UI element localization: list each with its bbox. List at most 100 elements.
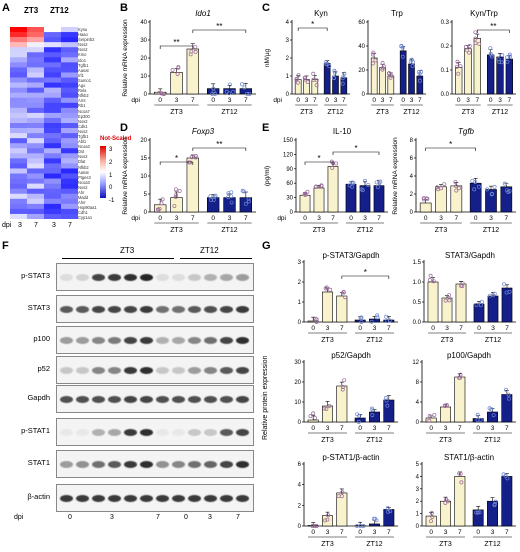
x-tick-label: 3	[381, 97, 385, 104]
data-point	[339, 494, 344, 499]
data-point	[445, 499, 450, 504]
blot-row	[56, 385, 254, 413]
data-point	[350, 184, 354, 189]
heatmap-cell	[10, 62, 27, 68]
gene-label: Rb1	[78, 103, 86, 109]
data-point	[243, 201, 248, 206]
data-point	[374, 518, 379, 523]
gene-label: Tgfb1	[78, 62, 89, 68]
gene-label: Ncoa3	[78, 144, 90, 150]
data-point	[371, 61, 375, 66]
data-point	[493, 499, 498, 504]
heatmap-cell	[61, 102, 78, 109]
y-tick-label: 0	[298, 320, 302, 326]
heatmap-cell	[10, 143, 27, 149]
y-tick-label: 5	[144, 192, 148, 198]
blot-band	[124, 428, 137, 436]
data-point	[507, 289, 512, 294]
x-tick-label: 7	[418, 97, 422, 104]
data-point	[314, 83, 319, 88]
chart-title: Foxp3	[192, 127, 215, 136]
blot-band	[156, 428, 169, 436]
heatmap-cell	[61, 188, 78, 195]
bar	[370, 57, 378, 95]
data-point	[374, 180, 379, 185]
chart-title: Ido1	[195, 9, 211, 18]
blot-row-label: p-STAT1	[21, 426, 50, 435]
data-point	[447, 293, 452, 298]
x-tick-label: 3	[373, 325, 377, 332]
chart-title: Tgfb	[458, 127, 475, 136]
blot-x-tick: 3	[208, 514, 212, 521]
x-tick-label: 3	[445, 325, 449, 332]
data-point	[492, 184, 497, 189]
data-point	[341, 289, 346, 294]
heatmap-cell	[10, 193, 27, 200]
gene-label: Serpinb2	[78, 37, 95, 43]
heatmap-cell	[44, 37, 61, 43]
x-tick-label: 7	[505, 215, 509, 222]
data-point	[492, 503, 497, 508]
heatmap-cell	[44, 112, 61, 119]
data-point	[340, 387, 345, 392]
panel-g-ylabel: Relative protein expression	[262, 355, 269, 440]
blot-band	[76, 305, 89, 313]
heatmap-cell	[44, 67, 61, 73]
blot-band	[188, 460, 201, 468]
data-point	[363, 178, 367, 183]
y-tick-label: 60	[286, 181, 293, 187]
heatmap-cell	[27, 102, 44, 109]
y-tick-label: 4	[298, 483, 302, 489]
blot-x-tick: 3	[110, 514, 114, 521]
group-label-zt12: ZT12	[357, 227, 373, 234]
heatmap-cell	[61, 42, 78, 48]
chart-title: p52/Gapdh	[331, 351, 371, 360]
blot-band	[188, 305, 201, 313]
x-tick-label: 0	[358, 529, 362, 536]
blot-band	[204, 305, 217, 313]
blot-band	[220, 366, 233, 374]
y-tick-label: 4	[286, 20, 290, 26]
data-point	[229, 200, 234, 205]
data-point	[369, 319, 374, 324]
x-tick-label: 3	[317, 215, 321, 222]
x-tick-label: 0	[349, 215, 353, 222]
gene-label: Kynu	[78, 27, 88, 32]
data-point	[473, 30, 478, 35]
bar	[303, 79, 310, 95]
data-point	[496, 57, 501, 62]
blot-band	[124, 366, 137, 374]
heatmap-cell	[61, 183, 78, 189]
heatmap-cell	[44, 47, 61, 53]
x-tick-label: 7	[505, 529, 509, 536]
heatmap-cell	[27, 112, 44, 119]
y-tick-label: 3	[416, 487, 420, 493]
heatmap-cell	[44, 72, 61, 78]
heatmap-cell	[27, 143, 44, 149]
chart-title: IL-10	[333, 127, 352, 136]
gene-label: Rela	[78, 88, 87, 94]
blot-band	[140, 460, 153, 468]
heatmap-cell	[27, 77, 44, 83]
data-point	[488, 51, 493, 56]
x-tick-label: 0	[429, 425, 433, 432]
chart-p52-gapdh: p52/Gapdh 0 10 20 30 0 3 7 0 3 7 ZT3 ZT12	[294, 351, 398, 444]
bar	[383, 399, 395, 423]
blot-band	[140, 366, 153, 374]
data-point	[478, 303, 483, 308]
blot-band	[156, 366, 169, 374]
x-tick-label: 0	[158, 215, 162, 222]
significance-star: **	[173, 38, 179, 47]
data-point	[310, 524, 315, 528]
heatmap-cell	[44, 193, 61, 200]
blot-band	[108, 428, 121, 436]
bar	[369, 411, 380, 423]
data-point	[358, 316, 363, 321]
blot-band	[108, 305, 121, 313]
y-tick-label: 0	[298, 420, 302, 426]
data-point	[385, 506, 390, 511]
gene-label: Ahrr	[78, 200, 86, 206]
data-point	[370, 407, 375, 412]
data-point	[380, 66, 385, 71]
